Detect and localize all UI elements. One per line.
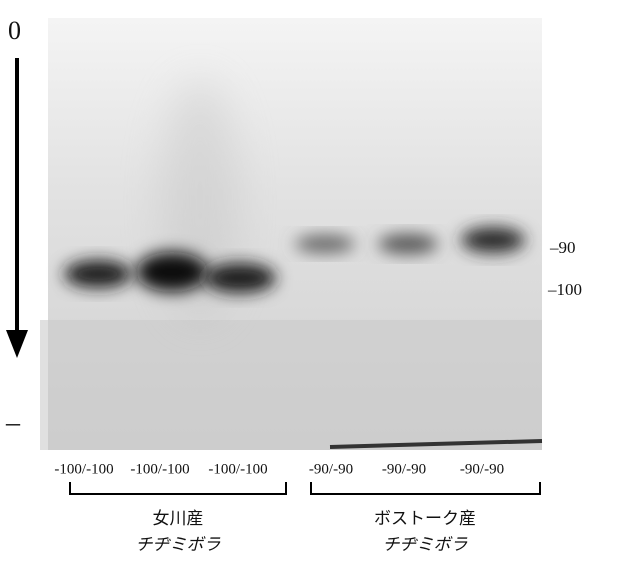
marker-label: –100 <box>547 280 582 299</box>
lane-label: -100/-100 <box>54 461 113 477</box>
lane-label: -90/-90 <box>460 461 504 477</box>
lane-label: -90/-90 <box>309 461 353 477</box>
end-label: – <box>5 407 21 438</box>
marker-label: –90 <box>549 238 576 257</box>
gel <box>40 18 543 450</box>
group-species: チヂミボラ <box>383 535 468 554</box>
group-species: チヂミボラ <box>136 535 221 554</box>
group-place: 女川産 <box>153 509 204 528</box>
lane-label: -100/-100 <box>130 461 189 477</box>
migration-arrow <box>6 58 28 358</box>
group-bracket <box>69 482 541 495</box>
group-place: ボストーク産 <box>374 509 476 528</box>
lane-label: -90/-90 <box>382 461 426 477</box>
lane-label: -100/-100 <box>208 461 267 477</box>
origin-label: 0 <box>8 16 21 45</box>
